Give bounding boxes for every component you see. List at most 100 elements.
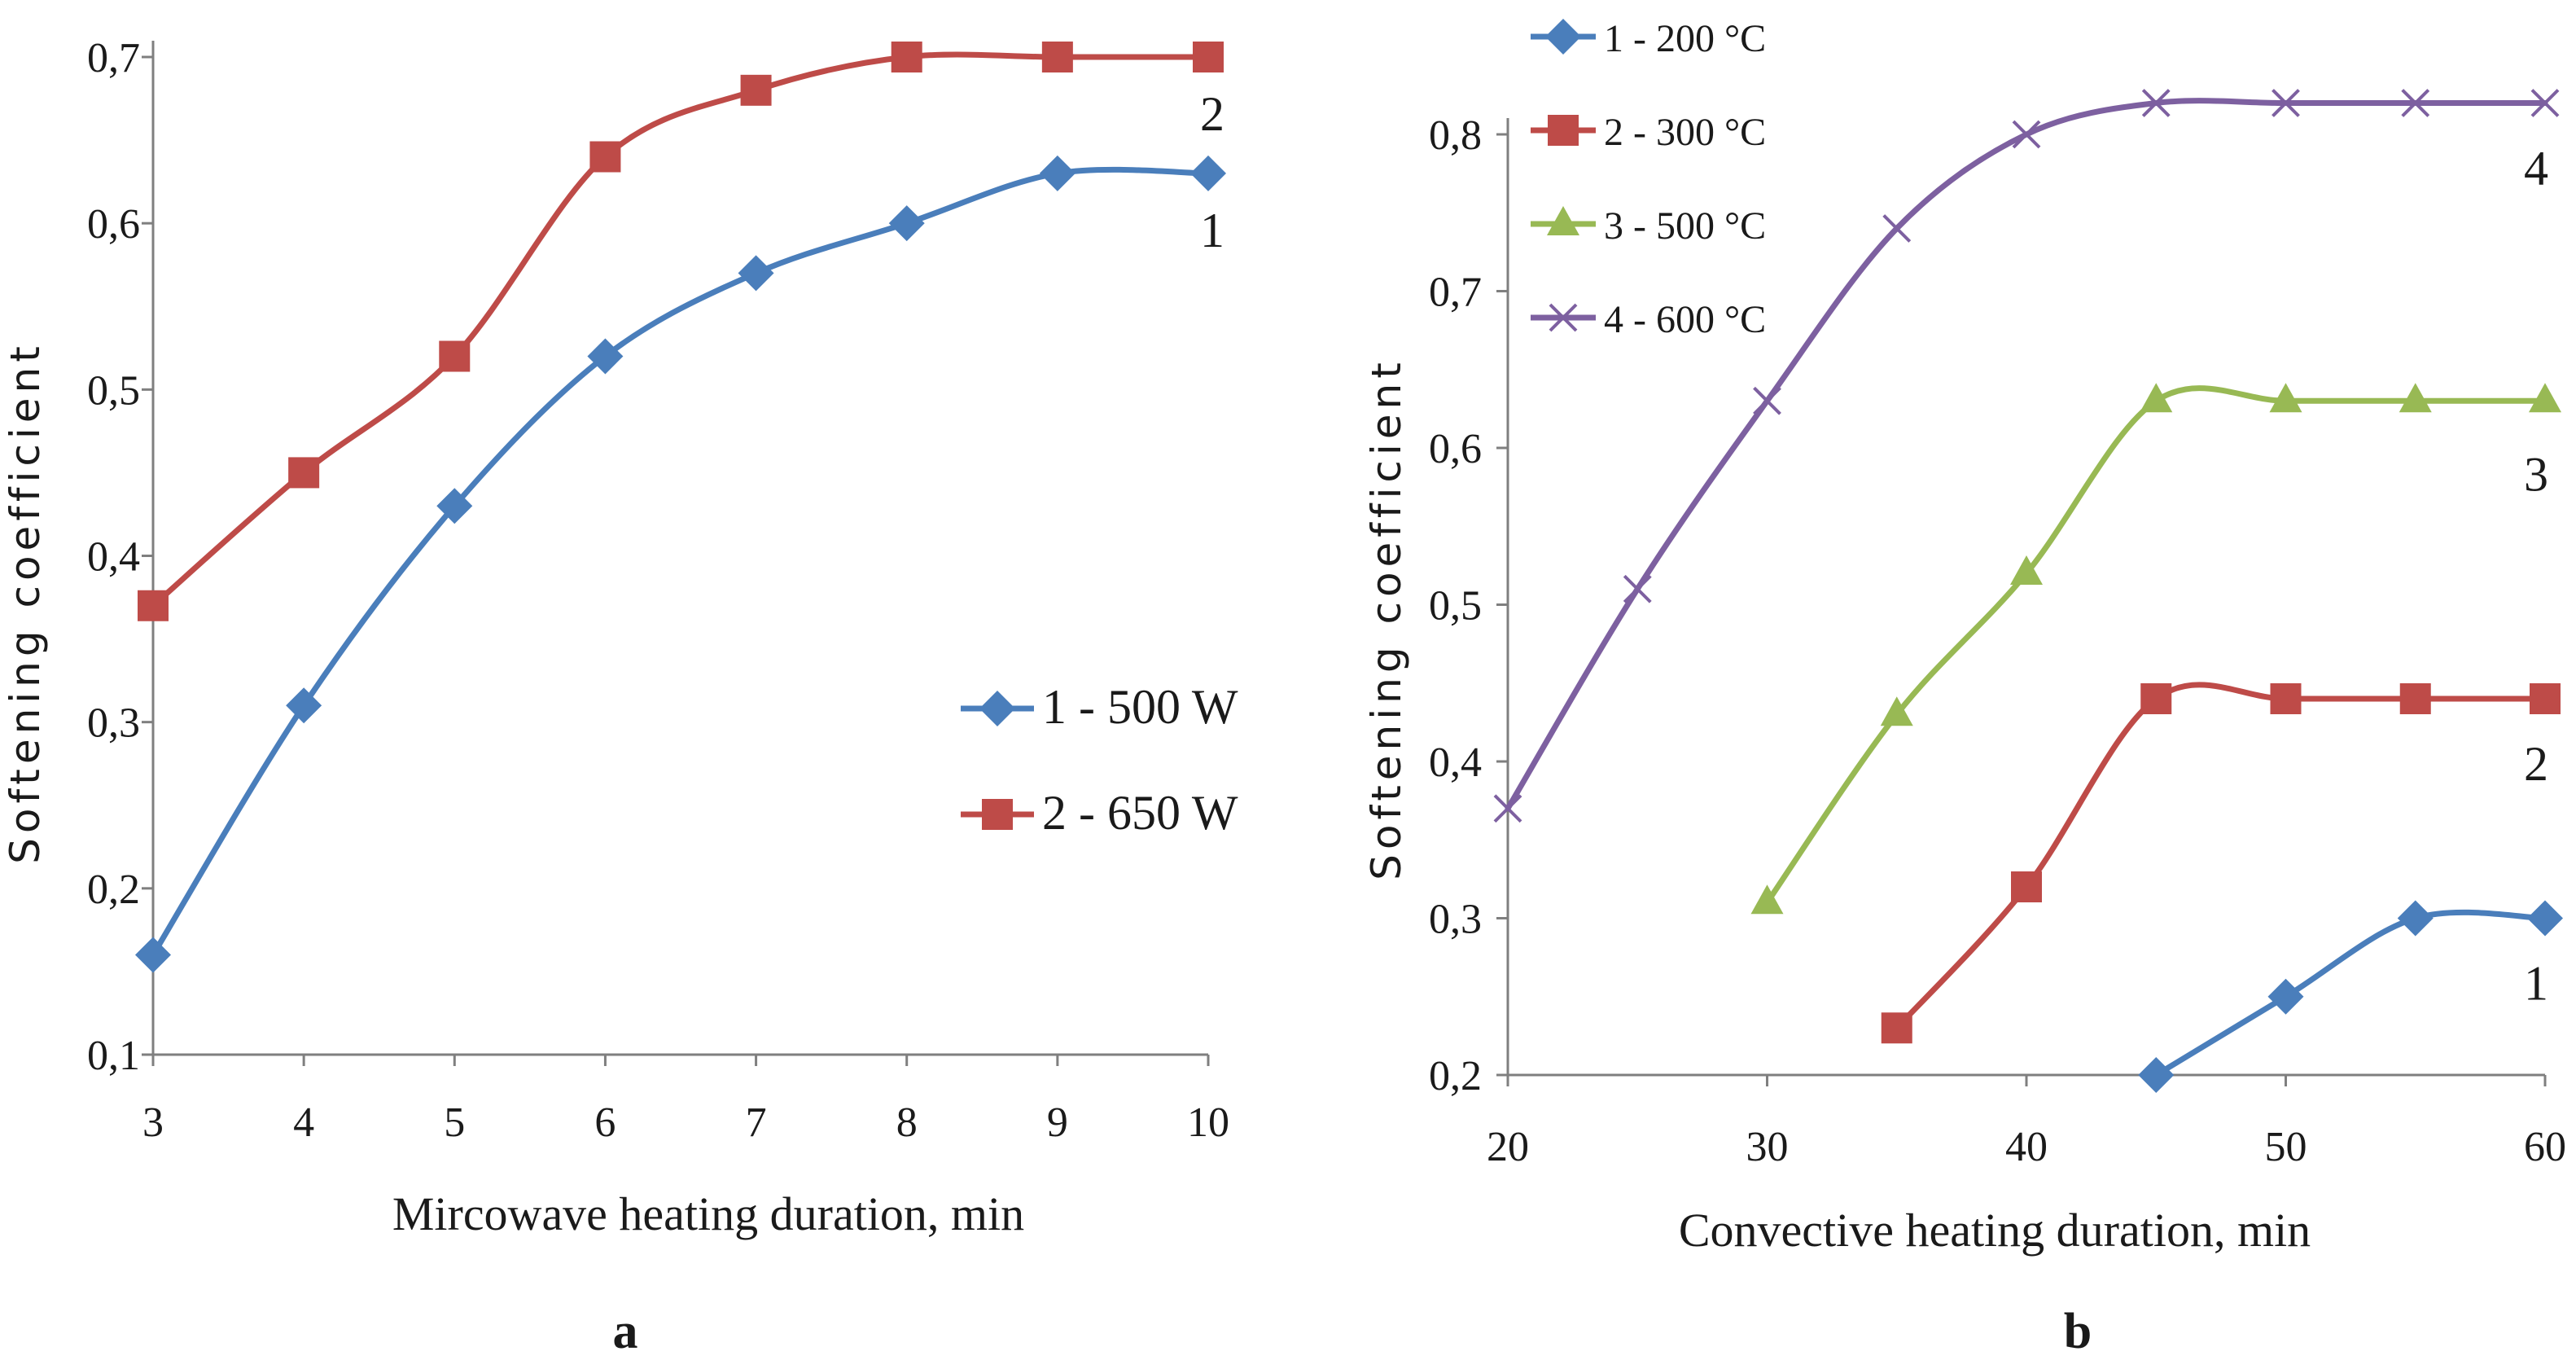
curve-label: 1 [2524, 957, 2548, 1011]
legend-label: 2 - 650 W [1042, 786, 1238, 840]
curve-label: 1 [1200, 204, 1224, 257]
y-axis-title: Softening coefficient [1363, 358, 1410, 880]
legend-label: 4 - 600 °C [1604, 298, 1766, 341]
series-line [1894, 682, 2548, 1031]
data-point-marker [1193, 42, 1224, 72]
data-point-marker [2401, 89, 2430, 117]
series-line [1505, 98, 2548, 812]
data-point-marker [2012, 120, 2041, 149]
y-tick-label: 0,3 [87, 700, 140, 747]
data-point-marker [2272, 89, 2300, 117]
x-tick-label: 7 [746, 1099, 767, 1146]
data-point-marker [2399, 683, 2431, 714]
y-tick-label: 0,2 [87, 867, 140, 913]
data-point-marker [1880, 696, 1913, 726]
data-point-marker [1881, 1012, 1912, 1044]
y-tick-label: 0,3 [1429, 897, 1482, 943]
data-point-marker [587, 338, 624, 375]
data-point-marker [2010, 555, 2043, 585]
data-point-marker [1753, 386, 1781, 415]
legend-label: 1 - 200 °C [1604, 17, 1766, 60]
x-tick-label: 10 [1187, 1099, 1229, 1146]
series-2 [138, 42, 1224, 621]
data-point-marker [2140, 383, 2173, 413]
data-point-marker [1750, 884, 1784, 915]
data-point-marker [286, 687, 322, 724]
data-point-marker [439, 340, 471, 372]
data-point-marker [135, 937, 171, 973]
legend-label: 3 - 500 °C [1604, 204, 1766, 248]
panel-label: a [613, 1304, 638, 1359]
x-tick-label: 4 [293, 1099, 314, 1146]
x-tick-label: 9 [1047, 1099, 1068, 1146]
data-point-marker [738, 255, 774, 292]
x-tick-label: 30 [1746, 1124, 1789, 1170]
y-tick-label: 0,7 [87, 35, 140, 81]
data-point-marker [2267, 978, 2304, 1015]
y-tick-label: 0,6 [87, 201, 140, 248]
x-tick-label: 40 [2005, 1124, 2048, 1170]
data-point-marker [2399, 383, 2432, 413]
data-point-marker [2141, 89, 2171, 117]
data-point-marker [1039, 155, 1076, 191]
data-point-marker [2530, 683, 2561, 714]
data-point-marker [1882, 214, 1912, 243]
series-4 [1493, 89, 2560, 823]
y-tick-label: 0,5 [87, 367, 140, 414]
y-tick-label: 0,6 [1429, 426, 1482, 472]
y-tick-label: 0,1 [87, 1033, 140, 1079]
series-line [2153, 909, 2548, 1078]
x-tick-label: 60 [2524, 1124, 2566, 1170]
data-point-marker [1493, 794, 1522, 823]
chart-b: 0,2 0,3 0,4 0,5 0,6 0,7 0,8 20 30 40 50 60 Convectiv… [1363, 17, 2566, 1359]
series-1 [135, 155, 1226, 973]
data-point-marker [2397, 900, 2434, 937]
data-point-marker [2138, 1057, 2175, 1093]
data-point-marker [2529, 383, 2561, 413]
x-tick-label: 8 [896, 1099, 918, 1146]
curve-label: 4 [2524, 142, 2548, 195]
data-point-marker [891, 42, 922, 72]
data-point-marker [436, 488, 473, 524]
y-tick-label: 0,4 [87, 534, 140, 581]
data-point-marker [2269, 383, 2302, 413]
series-1 [2138, 900, 2563, 1093]
panel-label: b [2064, 1304, 2092, 1359]
data-point-marker [2527, 900, 2563, 937]
x-axis-title: Convective heating duration, min [1679, 1204, 2311, 1257]
legend-label: 2 - 300 °C [1604, 111, 1766, 154]
legend-marker [1545, 19, 1581, 55]
legend-marker [1548, 115, 1579, 146]
data-point-marker [589, 141, 621, 173]
data-point-marker [2140, 683, 2172, 714]
y-tick-label: 0,2 [1429, 1053, 1482, 1099]
data-point-marker [2530, 89, 2560, 117]
x-tick-label: 6 [594, 1099, 616, 1146]
x-tick-label: 3 [142, 1099, 164, 1146]
legend-marker [1547, 206, 1579, 235]
legend-marker [982, 799, 1013, 830]
y-tick-label: 0,7 [1429, 270, 1482, 316]
curve-label: 2 [1200, 87, 1224, 141]
data-point-marker [2011, 871, 2042, 902]
data-point-marker [1190, 155, 1226, 191]
y-tick-label: 0,8 [1429, 112, 1482, 159]
curve-label: 3 [2524, 447, 2548, 501]
series-3 [1750, 383, 2561, 915]
y-axis-title: Softening coefficient [2, 341, 49, 864]
series-line [150, 51, 1211, 609]
data-point-marker [138, 590, 169, 621]
data-point-marker [888, 205, 925, 242]
x-tick-label: 20 [1487, 1124, 1529, 1170]
y-tick-label: 0,5 [1429, 583, 1482, 630]
data-point-marker [288, 457, 320, 489]
legend-marker [1549, 303, 1578, 332]
data-point-marker [1041, 42, 1073, 72]
y-tick-label: 0,4 [1429, 739, 1482, 786]
data-point-marker [740, 74, 772, 106]
legend-label: 1 - 500 W [1042, 680, 1238, 734]
series-line [1764, 385, 2548, 906]
x-axis-title: Mircowave heating duration, min [392, 1187, 1024, 1240]
